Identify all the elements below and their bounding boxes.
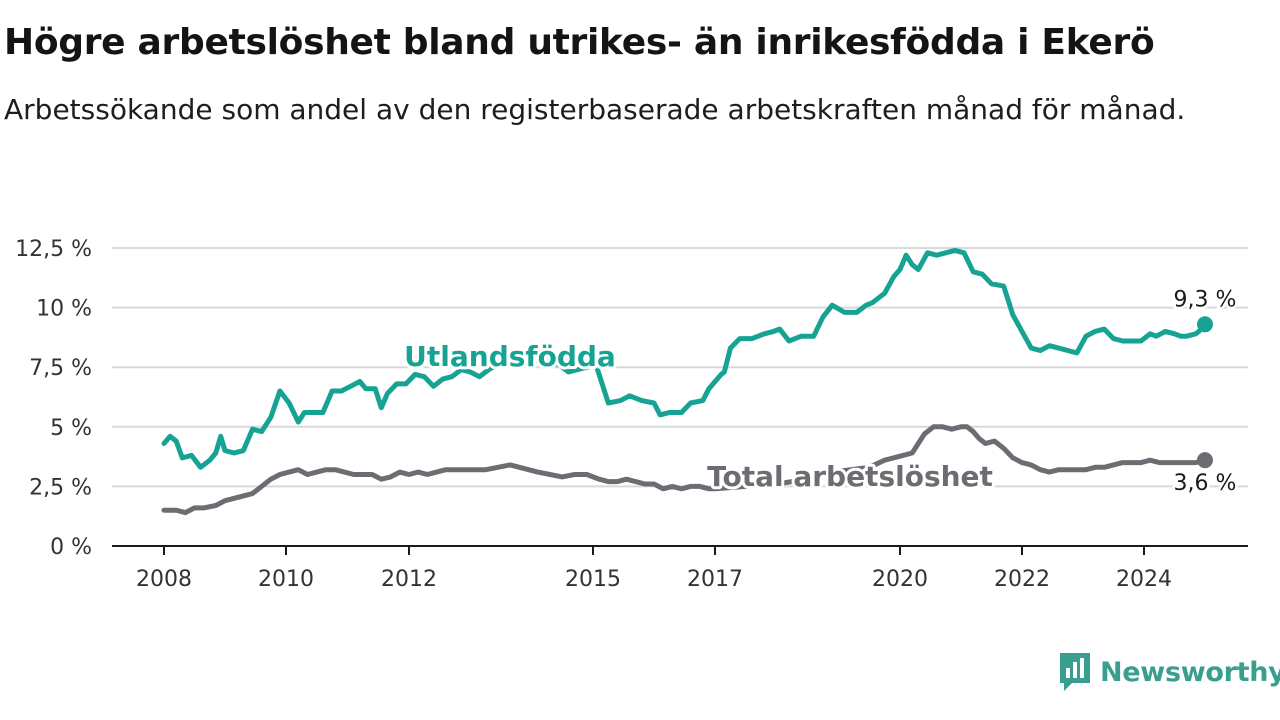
x-tick-label: 2008 bbox=[136, 567, 192, 592]
end-value-label-utlandsfodda: 9,3 % bbox=[1174, 287, 1237, 312]
x-tick-label: 2015 bbox=[565, 567, 621, 592]
brand-name: Newsworthy bbox=[1100, 656, 1280, 688]
labels: Utlandsfödda Total arbetslöshet 9,3 % 3,6 % bbox=[401, 285, 1239, 499]
series-label-total: Total arbetslöshet bbox=[707, 460, 993, 493]
x-tick-label: 2024 bbox=[1116, 567, 1172, 592]
y-tick-label: 10 % bbox=[36, 297, 92, 322]
y-tick-label: 7,5 % bbox=[29, 356, 92, 381]
newsworthy-logo-icon bbox=[1060, 653, 1090, 691]
series-line-total bbox=[161, 424, 1208, 516]
x-tick-label: 2010 bbox=[258, 567, 314, 592]
series-label-utlandsfodda: Utlandsfödda bbox=[404, 340, 616, 373]
end-dot-utlandsfodda bbox=[1197, 316, 1213, 333]
x-tick-label: 2020 bbox=[872, 567, 928, 592]
x-tick-label: 2022 bbox=[994, 567, 1050, 592]
series-line-utlandsfodda bbox=[161, 247, 1208, 470]
x-tick-label: 2012 bbox=[381, 567, 437, 592]
y-tick-label: 5 % bbox=[50, 416, 92, 441]
axes: 0 % 2,5 % 5 % 7,5 % 10 % 12,5 % 2008 2010 2012 20… bbox=[15, 237, 1248, 592]
series-lines bbox=[161, 247, 1208, 516]
y-tick-label: 0 % bbox=[50, 535, 92, 560]
chart-title: Högre arbetslöshet bland utrikes- än inr… bbox=[4, 22, 1155, 63]
end-value-label-total: 3,6 % bbox=[1174, 471, 1237, 496]
grid bbox=[112, 247, 1248, 488]
end-dot-total bbox=[1197, 452, 1213, 469]
y-tick-label: 2,5 % bbox=[29, 475, 92, 500]
chart-subtitle: Arbetssökande som andel av den registerb… bbox=[4, 93, 1186, 126]
x-tick-label: 2017 bbox=[687, 567, 743, 592]
brand-logo: Newsworthy bbox=[1058, 652, 1280, 692]
y-tick-label: 12,5 % bbox=[15, 237, 92, 262]
